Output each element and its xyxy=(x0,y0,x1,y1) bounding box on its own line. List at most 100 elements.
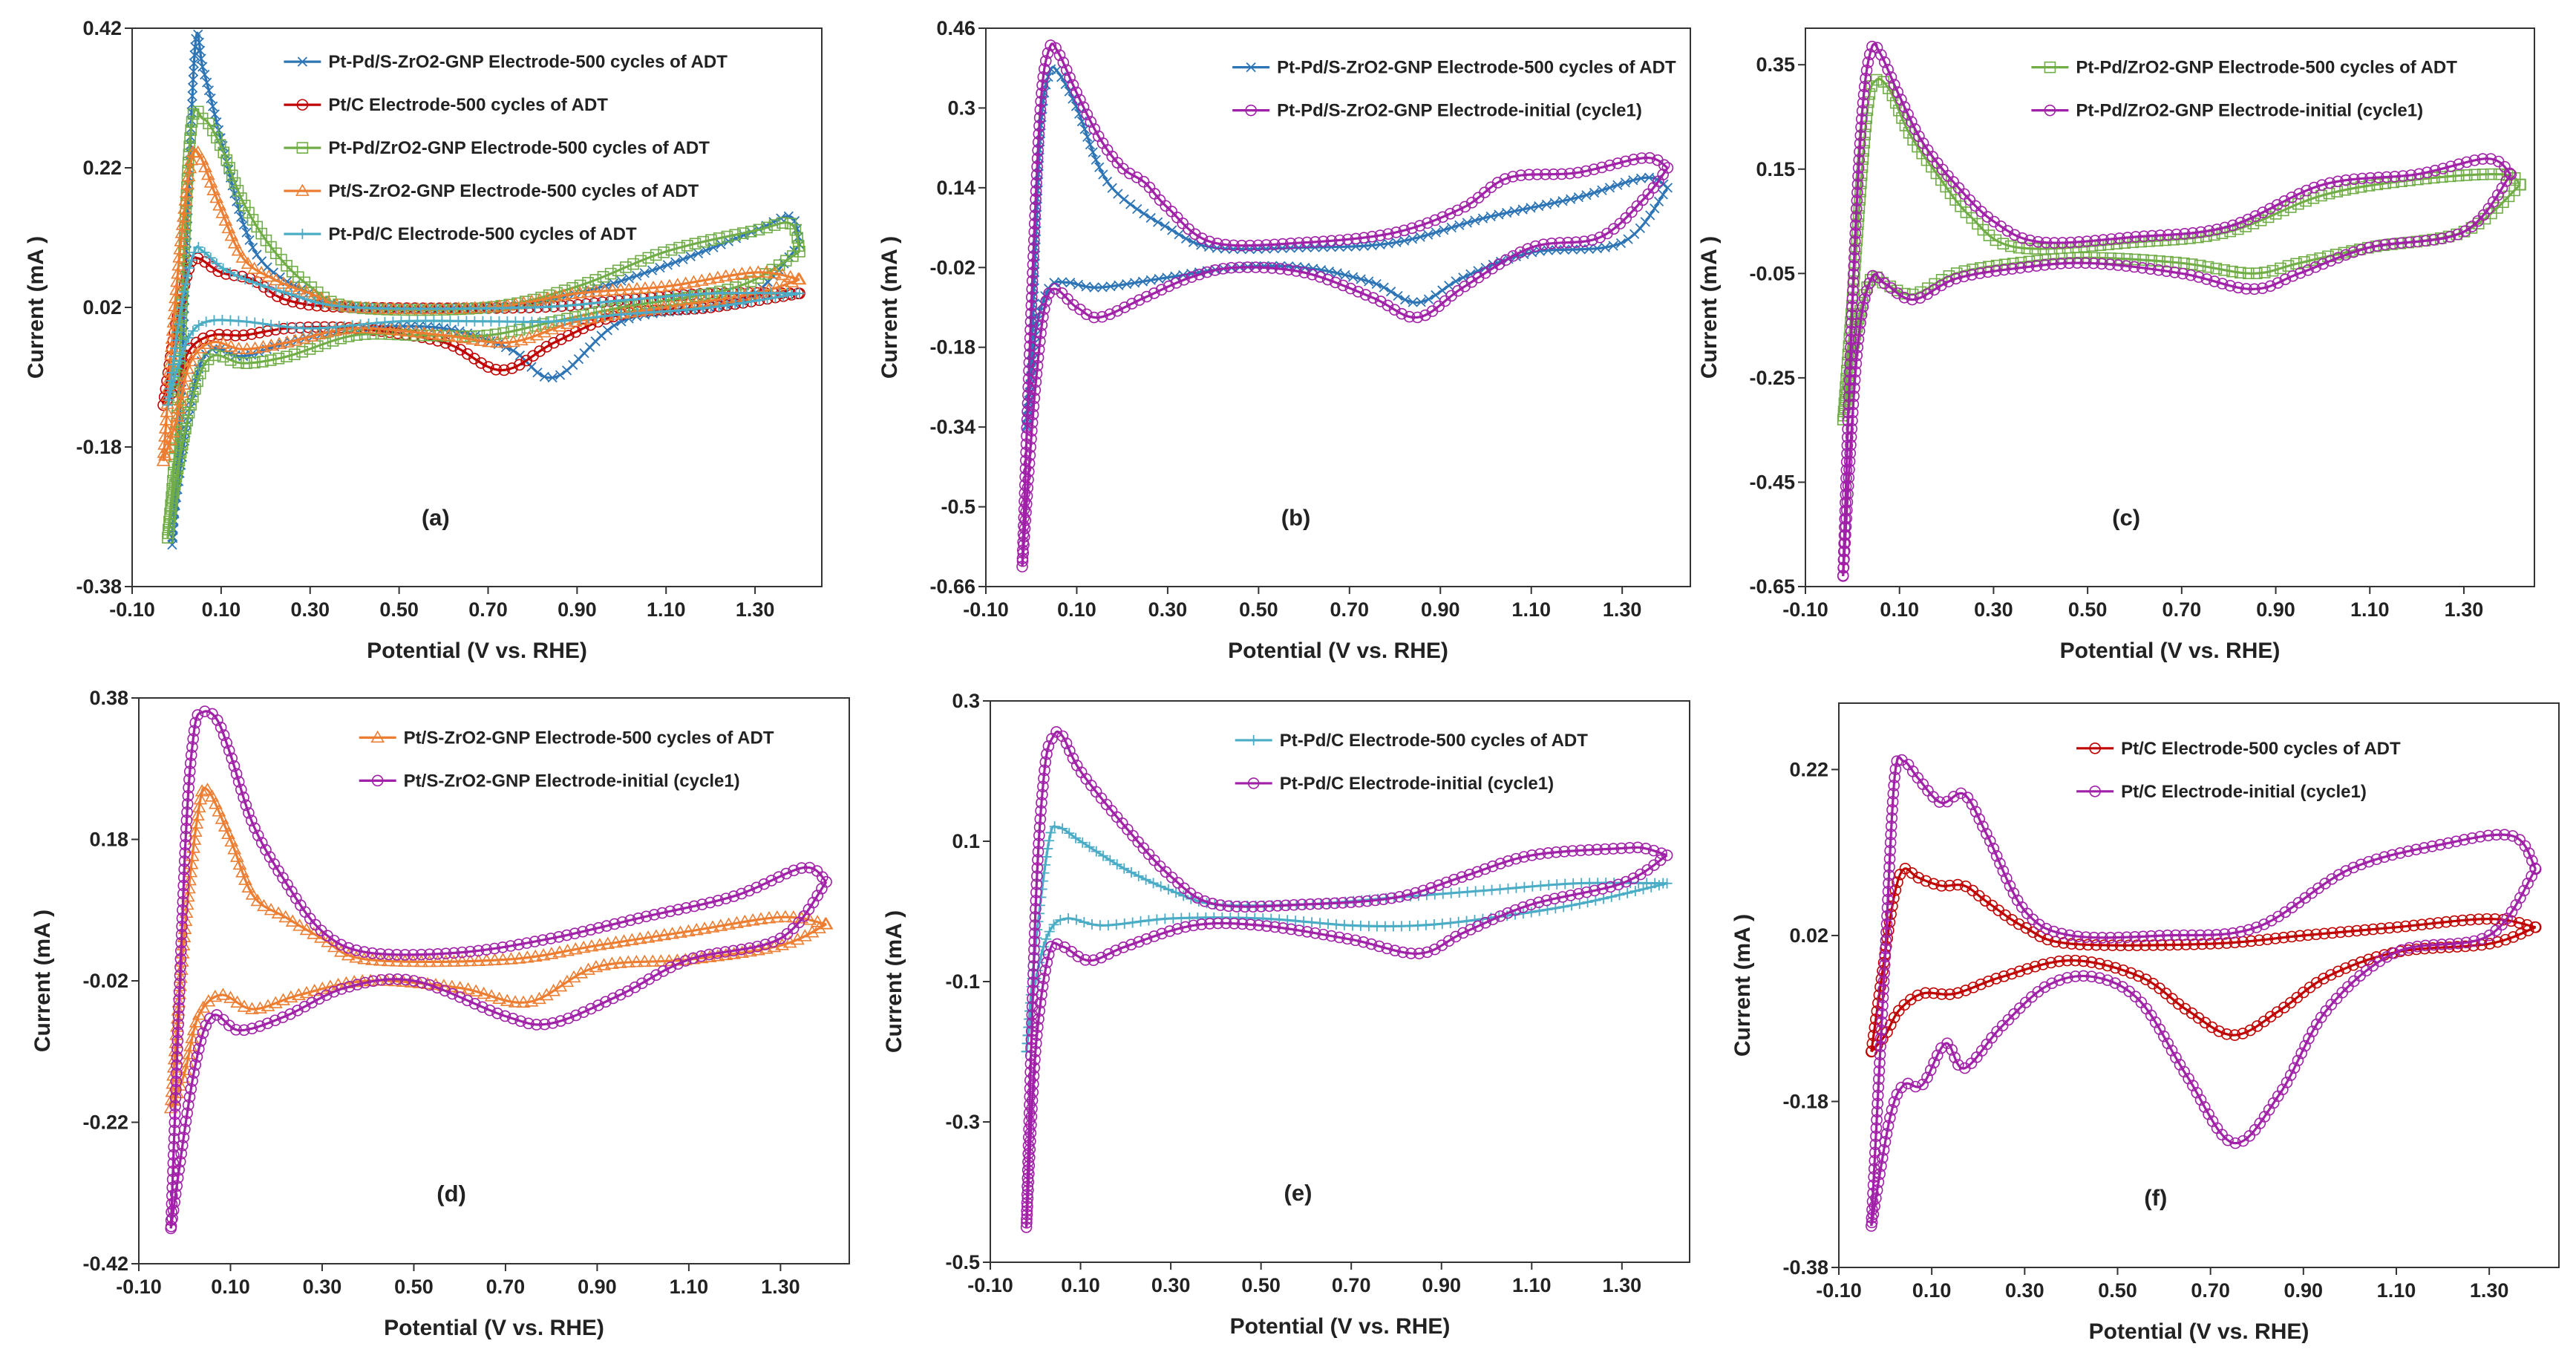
x-tick-label: 0.70 xyxy=(468,598,508,621)
x-axis-label: Potential (V vs. RHE) xyxy=(1230,1314,1451,1339)
legend-item: Pt/C Electrode-500 cycles of ADT xyxy=(2076,739,2401,759)
series-1 xyxy=(1866,862,2542,1058)
x-tick-label: 1.10 xyxy=(1511,598,1551,621)
legend-label: Pt-Pd/C Electrode-initial (cycle1) xyxy=(1280,774,1554,794)
y-axis-label: Current (mA ) xyxy=(24,236,48,379)
legend-label: Pt/C Electrode-initial (cycle1) xyxy=(2121,782,2367,802)
series-markers-anodic xyxy=(1020,726,1667,1233)
series-markers-anodic xyxy=(1866,862,2541,1058)
panel-label: (e) xyxy=(1284,1180,1312,1206)
x-tick-label: 0.50 xyxy=(394,1276,434,1298)
series-markers-anodic xyxy=(162,241,801,411)
legend-item: Pt/C Electrode-500 cycles of ADT xyxy=(284,95,608,115)
x-tick-label: 0.30 xyxy=(303,1276,342,1298)
series-markers-cathodic xyxy=(1016,162,1674,567)
y-tick-label: -0.1 xyxy=(945,970,980,993)
panel-label: (f) xyxy=(2144,1184,2167,1210)
x-tick-label: 0.10 xyxy=(202,598,241,621)
legend-label: Pt-Pd/ZrO2-GNP Electrode-500 cycles of A… xyxy=(2076,58,2457,78)
legend-item: Pt/S-ZrO2-GNP Electrode-500 cycles of AD… xyxy=(359,728,774,748)
legend-label: Pt/S-ZrO2-GNP Electrode-500 cycles of AD… xyxy=(328,181,699,201)
panel-label: (c) xyxy=(2112,504,2140,530)
x-tick-label: 0.70 xyxy=(2163,598,2202,621)
x-tick-label: 0.90 xyxy=(558,598,597,621)
y-tick-label: -0.02 xyxy=(929,256,975,278)
series-markers-cathodic xyxy=(1837,179,2526,422)
x-tick-label: 0.70 xyxy=(1332,1274,1371,1296)
legend: Pt/C Electrode-500 cycles of ADT Pt/C Ele… xyxy=(2076,739,2401,802)
legend-item: Pt-Pd/C Electrode-500 cycles of ADT xyxy=(1235,731,1588,751)
x-tick-label: 0.10 xyxy=(1057,598,1096,621)
series-2 xyxy=(1020,726,1673,1233)
y-tick-label: -0.65 xyxy=(1749,575,1795,598)
x-tick-label: 0.70 xyxy=(486,1276,526,1298)
y-tick-label: -0.18 xyxy=(929,336,975,359)
series-line-cathodic xyxy=(1842,183,2522,420)
series-2 xyxy=(1837,40,2517,582)
legend-label: Pt-Pd/ZrO2-GNP Electrode-500 cycles of A… xyxy=(328,138,710,158)
x-tick-label: -0.10 xyxy=(963,598,1009,621)
x-tick-label: 0.50 xyxy=(2068,598,2108,621)
legend-label: Pt/S-ZrO2-GNP Electrode-500 cycles of AD… xyxy=(404,728,774,748)
y-tick-label: 0.02 xyxy=(1789,924,1828,947)
legend-item: Pt-Pd/ZrO2-GNP Electrode-500 cycles of A… xyxy=(284,138,710,158)
panel-label: (a) xyxy=(422,504,450,530)
plot-area xyxy=(163,705,834,1235)
x-axis-label: Potential (V vs. RHE) xyxy=(2089,1319,2309,1344)
legend-item: Pt/C Electrode-initial (cycle1) xyxy=(2076,782,2367,802)
x-tick-label: 1.30 xyxy=(736,598,775,621)
x-tick-label: 0.90 xyxy=(2284,1279,2324,1302)
plot-frame xyxy=(985,27,1691,587)
x-tick-label: -0.10 xyxy=(109,598,155,621)
x-tick-label: 0.50 xyxy=(379,598,419,621)
y-tick-label: -0.38 xyxy=(1782,1256,1828,1279)
x-tick-label: 0.30 xyxy=(290,598,330,621)
y-tick-label: 0.18 xyxy=(89,829,128,851)
x-tick-label: 0.70 xyxy=(2191,1279,2230,1302)
series-1 xyxy=(163,783,834,1114)
y-tick-label: -0.3 xyxy=(945,1111,980,1133)
y-tick-label: 0.35 xyxy=(1756,53,1795,76)
legend: Pt-Pd/C Electrode-500 cycles of ADT Pt-Pd… xyxy=(1235,731,1588,794)
x-axis-label: Potential (V vs. RHE) xyxy=(384,1316,604,1340)
series-2 xyxy=(165,705,832,1235)
y-axis-label: Current (mA ) xyxy=(1730,914,1755,1057)
series-line-cathodic xyxy=(169,881,828,1229)
x-axis-label: Potential (V vs. RHE) xyxy=(1228,639,1448,663)
x-tick-label: 0.90 xyxy=(1421,598,1460,621)
series-markers-cathodic xyxy=(167,917,834,1106)
y-tick-label: 0.22 xyxy=(82,157,122,179)
legend: Pt-Pd/S-ZrO2-GNP Electrode-500 cycles of… xyxy=(284,52,728,244)
y-tick-label: -0.45 xyxy=(1749,471,1795,493)
y-tick-label: -0.25 xyxy=(1749,367,1795,389)
series-2 xyxy=(1016,39,1674,572)
series-line-anodic xyxy=(169,710,828,1229)
plot-area xyxy=(1016,39,1674,572)
y-tick-label: -0.22 xyxy=(82,1112,128,1134)
x-tick-label: 0.10 xyxy=(211,1276,250,1298)
y-tick-label: 0.46 xyxy=(936,17,975,39)
legend-label: Pt-Pd/S-ZrO2-GNP Electrode-500 cycles of… xyxy=(328,52,728,72)
legend-label: Pt-Pd/ZrO2-GNP Electrode-initial (cycle1… xyxy=(2076,101,2423,121)
chart-panel-6: -0.10 0.10 0.30 0.50 0.70 0.90 1.10 1.30 0.22 0.0… xyxy=(1730,702,2560,1344)
series-markers-anodic xyxy=(1866,754,2541,1232)
series-line-anodic xyxy=(1025,730,1668,1227)
series-line-cathodic xyxy=(1021,167,1669,567)
legend: Pt-Pd/ZrO2-GNP Electrode-500 cycles of A… xyxy=(2031,58,2457,121)
x-tick-label: 0.10 xyxy=(1880,598,1919,621)
chart-panel-1: -0.10 0.10 0.30 0.50 0.70 0.90 1.10 1.30 0.42 0.2… xyxy=(24,17,823,663)
legend-item: Pt-Pd/C Electrode-initial (cycle1) xyxy=(1235,774,1554,794)
x-tick-label: 1.10 xyxy=(2377,1279,2416,1302)
x-tick-label: 0.30 xyxy=(1148,598,1188,621)
series-2 xyxy=(1866,754,2542,1232)
y-axis-label: Current (mA ) xyxy=(30,910,55,1052)
series-markers-cathodic xyxy=(1866,863,2542,1229)
x-tick-label: 0.50 xyxy=(1239,598,1278,621)
series-markers-cathodic xyxy=(1021,849,1673,1229)
series-3 xyxy=(162,105,805,544)
x-tick-label: 0.90 xyxy=(1422,1274,1461,1296)
x-axis-label: Potential (V vs. RHE) xyxy=(2060,639,2281,663)
series-markers-anodic xyxy=(1837,74,2526,425)
legend: Pt-Pd/S-ZrO2-GNP Electrode-500 cycles of… xyxy=(1232,58,1676,121)
legend-label: Pt-Pd/S-ZrO2-GNP Electrode-initial (cycl… xyxy=(1277,101,1642,121)
